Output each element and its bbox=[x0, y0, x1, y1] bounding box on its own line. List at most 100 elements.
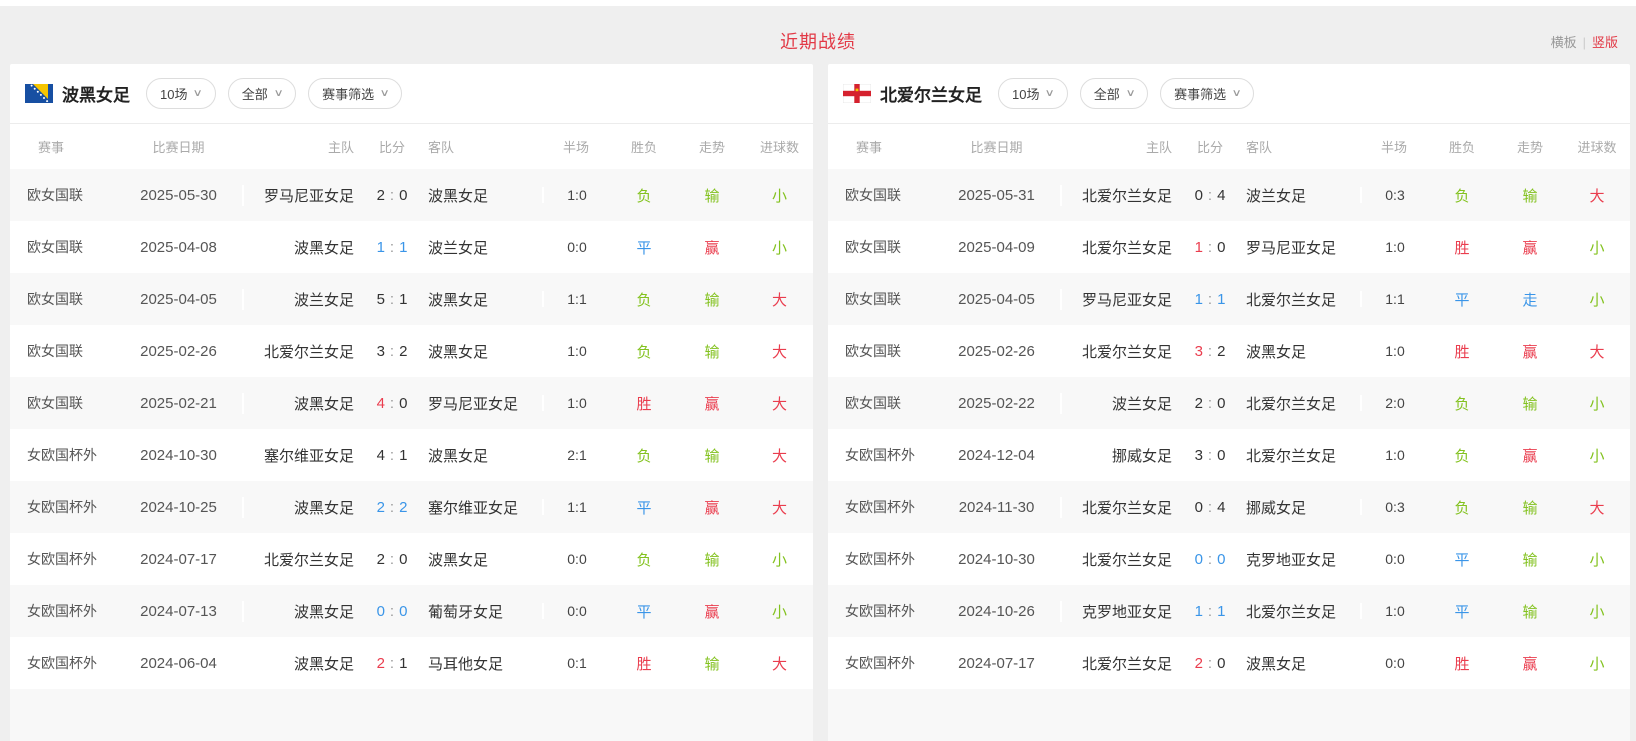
score-cell: 0:0 bbox=[362, 603, 422, 620]
win-loss-cell: 负 bbox=[1454, 395, 1470, 413]
home-score: 1 bbox=[376, 238, 385, 256]
chevron-down-icon: ∨ bbox=[193, 88, 204, 99]
table-row: 女欧国杯外 2024-06-04 波黑女足 2:1 马耳他女足 0:1 胜输大 bbox=[10, 637, 813, 689]
league-cell: 欧女国联 bbox=[27, 239, 83, 255]
away-score: 0 bbox=[1217, 446, 1226, 464]
table-row: 欧女国联 2025-04-08 波黑女足 1:1 波兰女足 0:0 平赢小 bbox=[10, 221, 813, 273]
league-filter[interactable]: 赛事筛选 ∨ bbox=[308, 78, 403, 109]
goals-over-under-cell: 小 bbox=[771, 187, 787, 205]
vertical-layout-link[interactable]: 竖版 bbox=[1591, 35, 1618, 50]
home-team: 波黑女足 bbox=[242, 236, 362, 258]
team-panel-right: 北爱尔兰女足 10场 ∨ 全部 ∨ 赛事筛选 ∨ 赛事 比赛日期 主队 比分 客队 半场 胜负 走势… bbox=[828, 64, 1630, 741]
score-colon: : bbox=[389, 654, 395, 672]
chevron-down-icon: ∨ bbox=[1125, 88, 1136, 99]
table-row: 女欧国杯外 2024-10-25 波黑女足 2:2 塞尔维亚女足 1:1 平赢大 bbox=[10, 481, 813, 533]
score-cell: 1:1 bbox=[1180, 291, 1240, 308]
away-team: 波黑女足 bbox=[1246, 655, 1307, 673]
table-header: 赛事 比赛日期 主队 比分 客队 半场 胜负 走势 进球数 bbox=[10, 124, 813, 169]
win-loss-cell: 负 bbox=[1454, 499, 1470, 517]
home-score: 4 bbox=[376, 394, 385, 412]
goals-over-under-cell: 小 bbox=[1589, 447, 1605, 465]
home-team: 波兰女足 bbox=[242, 288, 362, 310]
score-cell: 3:2 bbox=[1180, 343, 1240, 360]
column-header: 主队 bbox=[327, 140, 354, 155]
matches-count-filter[interactable]: 10场 ∨ bbox=[998, 78, 1068, 109]
trend-cell: 赢 bbox=[704, 499, 720, 517]
away-score: 4 bbox=[1217, 186, 1226, 204]
away-team: 塞尔维亚女足 bbox=[428, 499, 519, 517]
half-time-score-cell: 1:1 bbox=[1360, 291, 1428, 307]
away-score: 0 bbox=[1217, 550, 1226, 568]
scope-filter[interactable]: 全部 ∨ bbox=[1079, 78, 1149, 109]
horizontal-layout-link[interactable]: 横板 bbox=[1550, 35, 1577, 50]
table-row: 欧女国联 2025-04-05 罗马尼亚女足 1:1 北爱尔兰女足 1:1 平走小 bbox=[828, 273, 1630, 325]
matches-count-filter[interactable]: 10场 ∨ bbox=[146, 78, 216, 109]
table-header: 赛事 比赛日期 主队 比分 客队 半场 胜负 走势 进球数 bbox=[828, 124, 1630, 169]
score-colon: : bbox=[1207, 186, 1213, 204]
score-colon: : bbox=[1207, 342, 1213, 360]
home-score: 0 bbox=[1194, 186, 1203, 204]
goals-over-under-cell: 大 bbox=[771, 395, 787, 413]
trend-cell: 赢 bbox=[1522, 343, 1538, 361]
trend-cell: 输 bbox=[704, 291, 720, 309]
half-time-score-cell: 0:0 bbox=[1360, 551, 1428, 567]
league-cell: 女欧国杯外 bbox=[27, 447, 97, 463]
away-team: 波黑女足 bbox=[428, 187, 489, 205]
away-score: 1 bbox=[399, 238, 408, 256]
league-cell: 女欧国杯外 bbox=[27, 655, 97, 671]
goals-over-under-cell: 大 bbox=[771, 291, 787, 309]
scope-filter[interactable]: 全部 ∨ bbox=[227, 78, 297, 109]
score-cell: 4:0 bbox=[362, 395, 422, 412]
away-score: 1 bbox=[1217, 602, 1226, 620]
league-filter[interactable]: 赛事筛选 ∨ bbox=[1160, 78, 1255, 109]
half-time-score-cell: 0:3 bbox=[1360, 499, 1428, 515]
league-cell: 女欧国杯外 bbox=[27, 603, 97, 619]
goals-over-under-cell: 大 bbox=[771, 343, 787, 361]
goals-over-under-cell: 小 bbox=[771, 603, 787, 621]
away-team: 挪威女足 bbox=[1246, 499, 1307, 517]
league-cell: 欧女国联 bbox=[845, 291, 901, 307]
score-colon: : bbox=[1207, 238, 1213, 256]
away-score: 2 bbox=[1217, 342, 1226, 360]
match-date-cell: 2024-06-04 bbox=[140, 654, 217, 672]
score-colon: : bbox=[389, 394, 395, 412]
win-loss-cell: 平 bbox=[636, 603, 652, 621]
chevron-down-icon: ∨ bbox=[1045, 88, 1056, 99]
trend-cell: 输 bbox=[1522, 395, 1538, 413]
column-header: 进球数 bbox=[759, 140, 799, 155]
table-row: 欧女国联 2025-04-05 波兰女足 5:1 波黑女足 1:1 负输大 bbox=[10, 273, 813, 325]
half-time-score-cell: 2:0 bbox=[1360, 395, 1428, 411]
scope-label: 全部 bbox=[1093, 87, 1120, 102]
title-bar: 近期战绩 横板 | 竖版 bbox=[0, 6, 1636, 64]
league-filter-label: 赛事筛选 bbox=[322, 87, 375, 102]
home-team: 北爱尔兰女足 bbox=[1060, 184, 1180, 206]
table-row: 欧女国联 2025-05-30 罗马尼亚女足 2:0 波黑女足 1:0 负输小 bbox=[10, 169, 813, 221]
column-header: 主队 bbox=[1145, 140, 1172, 155]
match-date-cell: 2024-10-25 bbox=[140, 498, 217, 516]
score-colon: : bbox=[1207, 602, 1213, 620]
home-score: 4 bbox=[376, 446, 385, 464]
half-time-score-cell: 1:0 bbox=[1360, 239, 1428, 255]
trend-cell: 走 bbox=[1522, 291, 1538, 309]
half-time-score-cell: 1:0 bbox=[542, 187, 610, 203]
score-colon: : bbox=[1207, 394, 1213, 412]
table-row: 女欧国杯外 2024-07-13 波黑女足 0:0 葡萄牙女足 0:0 平赢小 bbox=[10, 585, 813, 637]
league-cell: 女欧国杯外 bbox=[845, 603, 915, 619]
away-team: 波兰女足 bbox=[1246, 187, 1307, 205]
win-loss-cell: 胜 bbox=[1454, 239, 1470, 257]
away-team: 波黑女足 bbox=[428, 551, 489, 569]
home-team: 挪威女足 bbox=[1060, 444, 1180, 466]
column-header: 胜负 bbox=[1448, 140, 1475, 155]
home-team: 波黑女足 bbox=[242, 652, 362, 674]
table-row: 欧女国联 2025-02-26 北爱尔兰女足 3:2 波黑女足 1:0 胜赢大 bbox=[828, 325, 1630, 377]
away-score: 2 bbox=[399, 342, 408, 360]
half-time-score-cell: 1:1 bbox=[542, 291, 610, 307]
column-header: 走势 bbox=[1516, 140, 1543, 155]
league-cell: 欧女国联 bbox=[845, 343, 901, 359]
goals-over-under-cell: 小 bbox=[1589, 239, 1605, 257]
home-score: 3 bbox=[376, 342, 385, 360]
away-team: 罗马尼亚女足 bbox=[1246, 239, 1337, 257]
win-loss-cell: 负 bbox=[636, 447, 652, 465]
match-date-cell: 2025-02-26 bbox=[140, 342, 217, 360]
half-time-score-cell: 1:1 bbox=[542, 499, 610, 515]
